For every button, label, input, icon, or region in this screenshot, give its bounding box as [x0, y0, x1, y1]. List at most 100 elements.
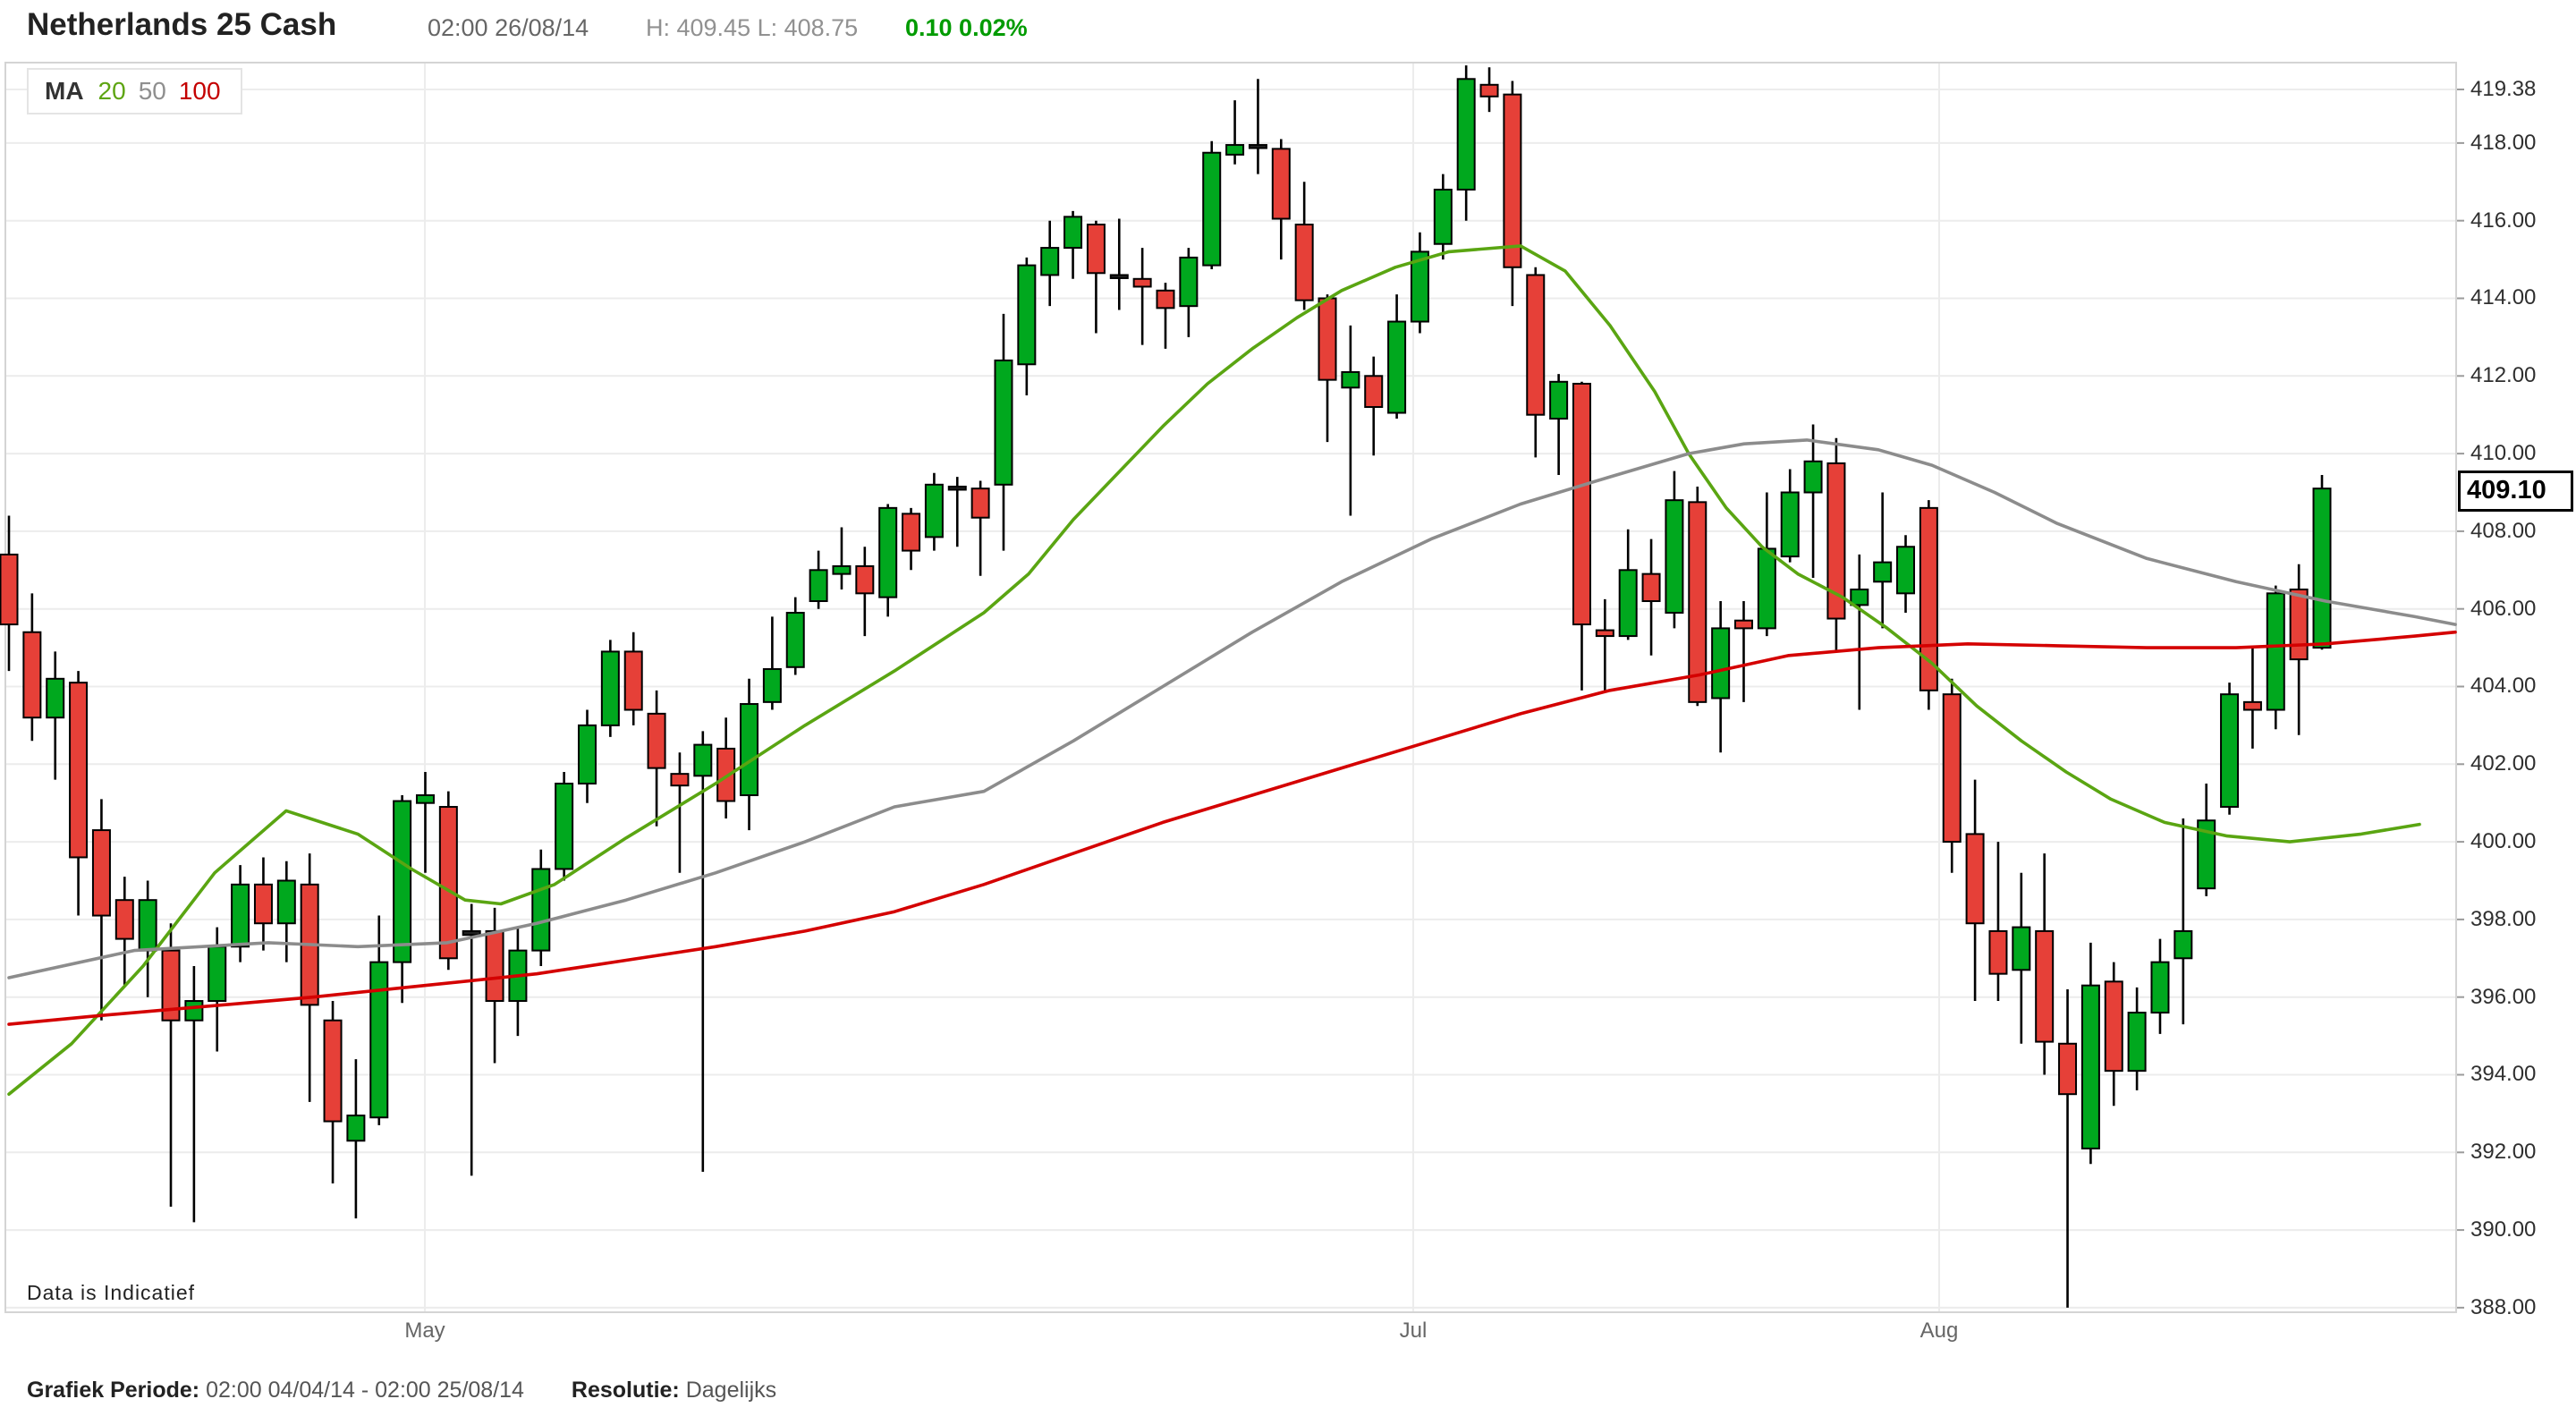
- candle-body: [1618, 569, 1638, 638]
- resolution-value: Dagelijks: [685, 1378, 777, 1403]
- candle-body: [2104, 980, 2123, 1073]
- candle-body: [184, 1000, 204, 1022]
- candle-body: [1826, 462, 1846, 620]
- candle-body: [902, 513, 921, 552]
- candle-body: [647, 712, 666, 769]
- candle-body: [1503, 93, 1522, 268]
- candle-body: [0, 553, 19, 626]
- candle-body: [91, 829, 111, 917]
- price-axis-label: 414.00: [2470, 285, 2537, 310]
- ma100-line: [7, 630, 2457, 1026]
- candle-body: [208, 945, 227, 1003]
- candle-body: [1641, 572, 1661, 603]
- price-axis-label: 388.00: [2470, 1294, 2537, 1319]
- candle-body: [369, 961, 389, 1119]
- candle-body: [2312, 488, 2332, 649]
- candle-body: [2058, 1042, 2078, 1096]
- candle-body: [994, 359, 1013, 486]
- last-price-box: 409.10: [2458, 471, 2573, 512]
- candle-body: [1873, 561, 1893, 583]
- candle-body: [1387, 320, 1407, 414]
- plot-frame: [4, 62, 2457, 1313]
- candle-body: [1132, 277, 1152, 288]
- candle-body: [1919, 506, 1938, 691]
- candle-body: [2127, 1012, 2147, 1073]
- candle-body: [855, 564, 875, 595]
- ma50-legend-item: 50: [138, 77, 166, 105]
- candle-body: [46, 677, 65, 719]
- time-axis-label: Aug: [1919, 1318, 1959, 1343]
- ma20-legend-item: 20: [97, 77, 126, 105]
- price-axis-label: 402.00: [2470, 751, 2537, 776]
- candle-body: [2035, 929, 2055, 1043]
- candle-body: [114, 899, 134, 940]
- candle-body: [1803, 460, 1823, 494]
- candle-body: [323, 1019, 343, 1123]
- candle-body: [1109, 274, 1129, 279]
- candle-body: [1063, 216, 1083, 250]
- ma50-line: [7, 438, 2457, 979]
- candle-body: [1179, 256, 1199, 308]
- time-axis-label: Jul: [1399, 1318, 1428, 1343]
- period-label: Grafiek Periode:: [27, 1378, 200, 1403]
- candle-body: [2150, 961, 2170, 1014]
- watermark-text: Data is Indicatief: [27, 1281, 196, 1304]
- candle-body: [1410, 250, 1429, 323]
- candle-body: [438, 806, 458, 960]
- candle-body: [393, 800, 412, 963]
- instrument-title: Netherlands 25 Cash: [27, 7, 337, 42]
- price-axis-label: 410.00: [2470, 441, 2537, 466]
- candle-body: [1711, 627, 1731, 700]
- candle-body: [716, 747, 736, 802]
- candle-body: [138, 899, 157, 952]
- period-value: 02:00 04/04/14 - 02:00 25/08/14: [206, 1378, 524, 1403]
- candle-body: [1780, 491, 1800, 558]
- candle-body: [2266, 592, 2285, 711]
- candle-body: [2080, 984, 2100, 1149]
- candle-body: [1433, 188, 1453, 245]
- price-axis-label: 396.00: [2470, 984, 2537, 1009]
- candle-body: [1896, 546, 1916, 595]
- candle-body: [1688, 501, 1707, 703]
- candle-body: [832, 564, 852, 575]
- candle-body: [970, 488, 990, 519]
- time-axis-label: May: [404, 1318, 445, 1343]
- candle-body: [415, 794, 435, 804]
- price-axis-label: 418.00: [2470, 130, 2537, 155]
- price-axis-label: 394.00: [2470, 1062, 2537, 1087]
- price-axis-label: 419.38: [2470, 77, 2537, 101]
- candle-body: [1549, 380, 1569, 420]
- candle-body: [346, 1115, 366, 1142]
- candle-body: [670, 773, 690, 787]
- candle-body: [1156, 289, 1175, 309]
- candle-body: [2012, 926, 2031, 971]
- price-axis-label: 392.00: [2470, 1140, 2537, 1165]
- candle-body: [2220, 693, 2240, 809]
- candle-body: [924, 483, 944, 538]
- candle-body: [1988, 929, 2008, 975]
- candle-body: [462, 929, 481, 937]
- resolution-label: Resolutie:: [571, 1378, 680, 1403]
- price-change: 0.10 0.02%: [905, 14, 1028, 41]
- candle-body: [1479, 83, 1499, 98]
- candle-body: [878, 506, 898, 598]
- candle-body: [1318, 297, 1337, 381]
- candle-body: [1271, 148, 1291, 220]
- price-axis-label: 408.00: [2470, 518, 2537, 543]
- candle-body: [1850, 588, 1869, 606]
- candle-body: [1364, 375, 1384, 409]
- chart-footer: Grafiek Periode: 02:00 04/04/14 - 02:00 …: [27, 1378, 776, 1403]
- price-axis-label: 406.00: [2470, 596, 2537, 621]
- candle-body: [600, 650, 620, 726]
- candle-body: [1040, 247, 1060, 276]
- price-axis-label: 398.00: [2470, 906, 2537, 931]
- candle-body: [740, 703, 759, 797]
- candle-body: [1965, 833, 1985, 925]
- price-axis-label: 412.00: [2470, 363, 2537, 388]
- price-axis-label: 404.00: [2470, 674, 2537, 699]
- candle-body: [531, 868, 551, 952]
- candle-body: [578, 724, 597, 784]
- ma-legend: MA 20 50 100: [27, 68, 242, 114]
